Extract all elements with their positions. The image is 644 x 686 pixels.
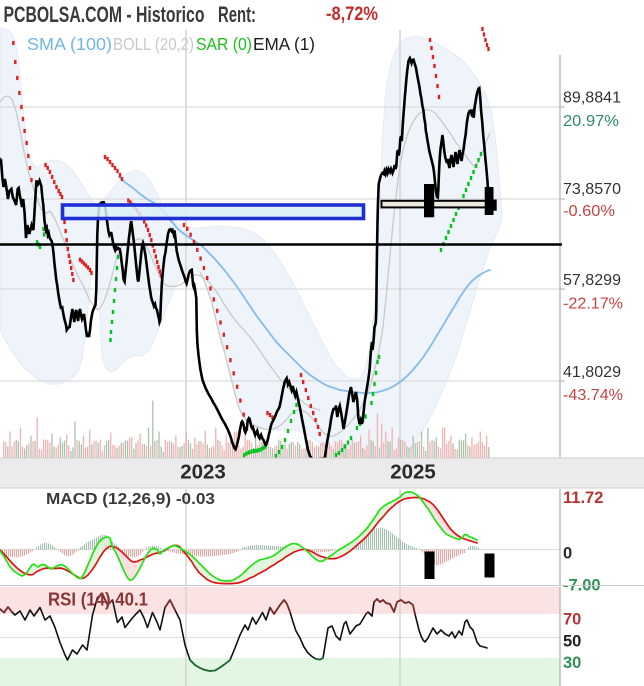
svg-text:89,8841: 89,8841 <box>563 90 621 107</box>
svg-text:41,8029: 41,8029 <box>563 364 621 381</box>
svg-text:30: 30 <box>563 654 581 672</box>
svg-text:SMA (100): SMA (100) <box>27 34 112 54</box>
svg-text:70: 70 <box>563 611 581 629</box>
svg-text:SAR (0): SAR (0) <box>196 34 252 54</box>
svg-text:-43.74%: -43.74% <box>563 387 623 404</box>
svg-text:PCBOLSA.COM - Historico: PCBOLSA.COM - Historico <box>4 2 205 27</box>
svg-text:-8,72%: -8,72% <box>326 4 378 25</box>
svg-text:11.72: 11.72 <box>563 489 603 507</box>
svg-text:-0.60%: -0.60% <box>563 203 615 220</box>
svg-text:73,8570: 73,8570 <box>563 181 621 198</box>
svg-text:BOLL (20,2): BOLL (20,2) <box>113 34 194 54</box>
svg-text:2023: 2023 <box>180 461 226 484</box>
svg-text:EMA (1): EMA (1) <box>253 34 315 54</box>
svg-text:50: 50 <box>563 633 581 651</box>
svg-text:-22.17%: -22.17% <box>563 296 623 313</box>
svg-text:57,8299: 57,8299 <box>563 272 621 289</box>
svg-text:0: 0 <box>563 545 572 563</box>
svg-text:2025: 2025 <box>390 461 436 484</box>
svg-text:MACD (12,26,9) -0.03: MACD (12,26,9) -0.03 <box>46 491 215 508</box>
svg-text:Rent:: Rent: <box>218 2 256 27</box>
svg-text:20.97%: 20.97% <box>563 113 619 130</box>
svg-text:RSI (14) 40.1: RSI (14) 40.1 <box>48 590 148 610</box>
